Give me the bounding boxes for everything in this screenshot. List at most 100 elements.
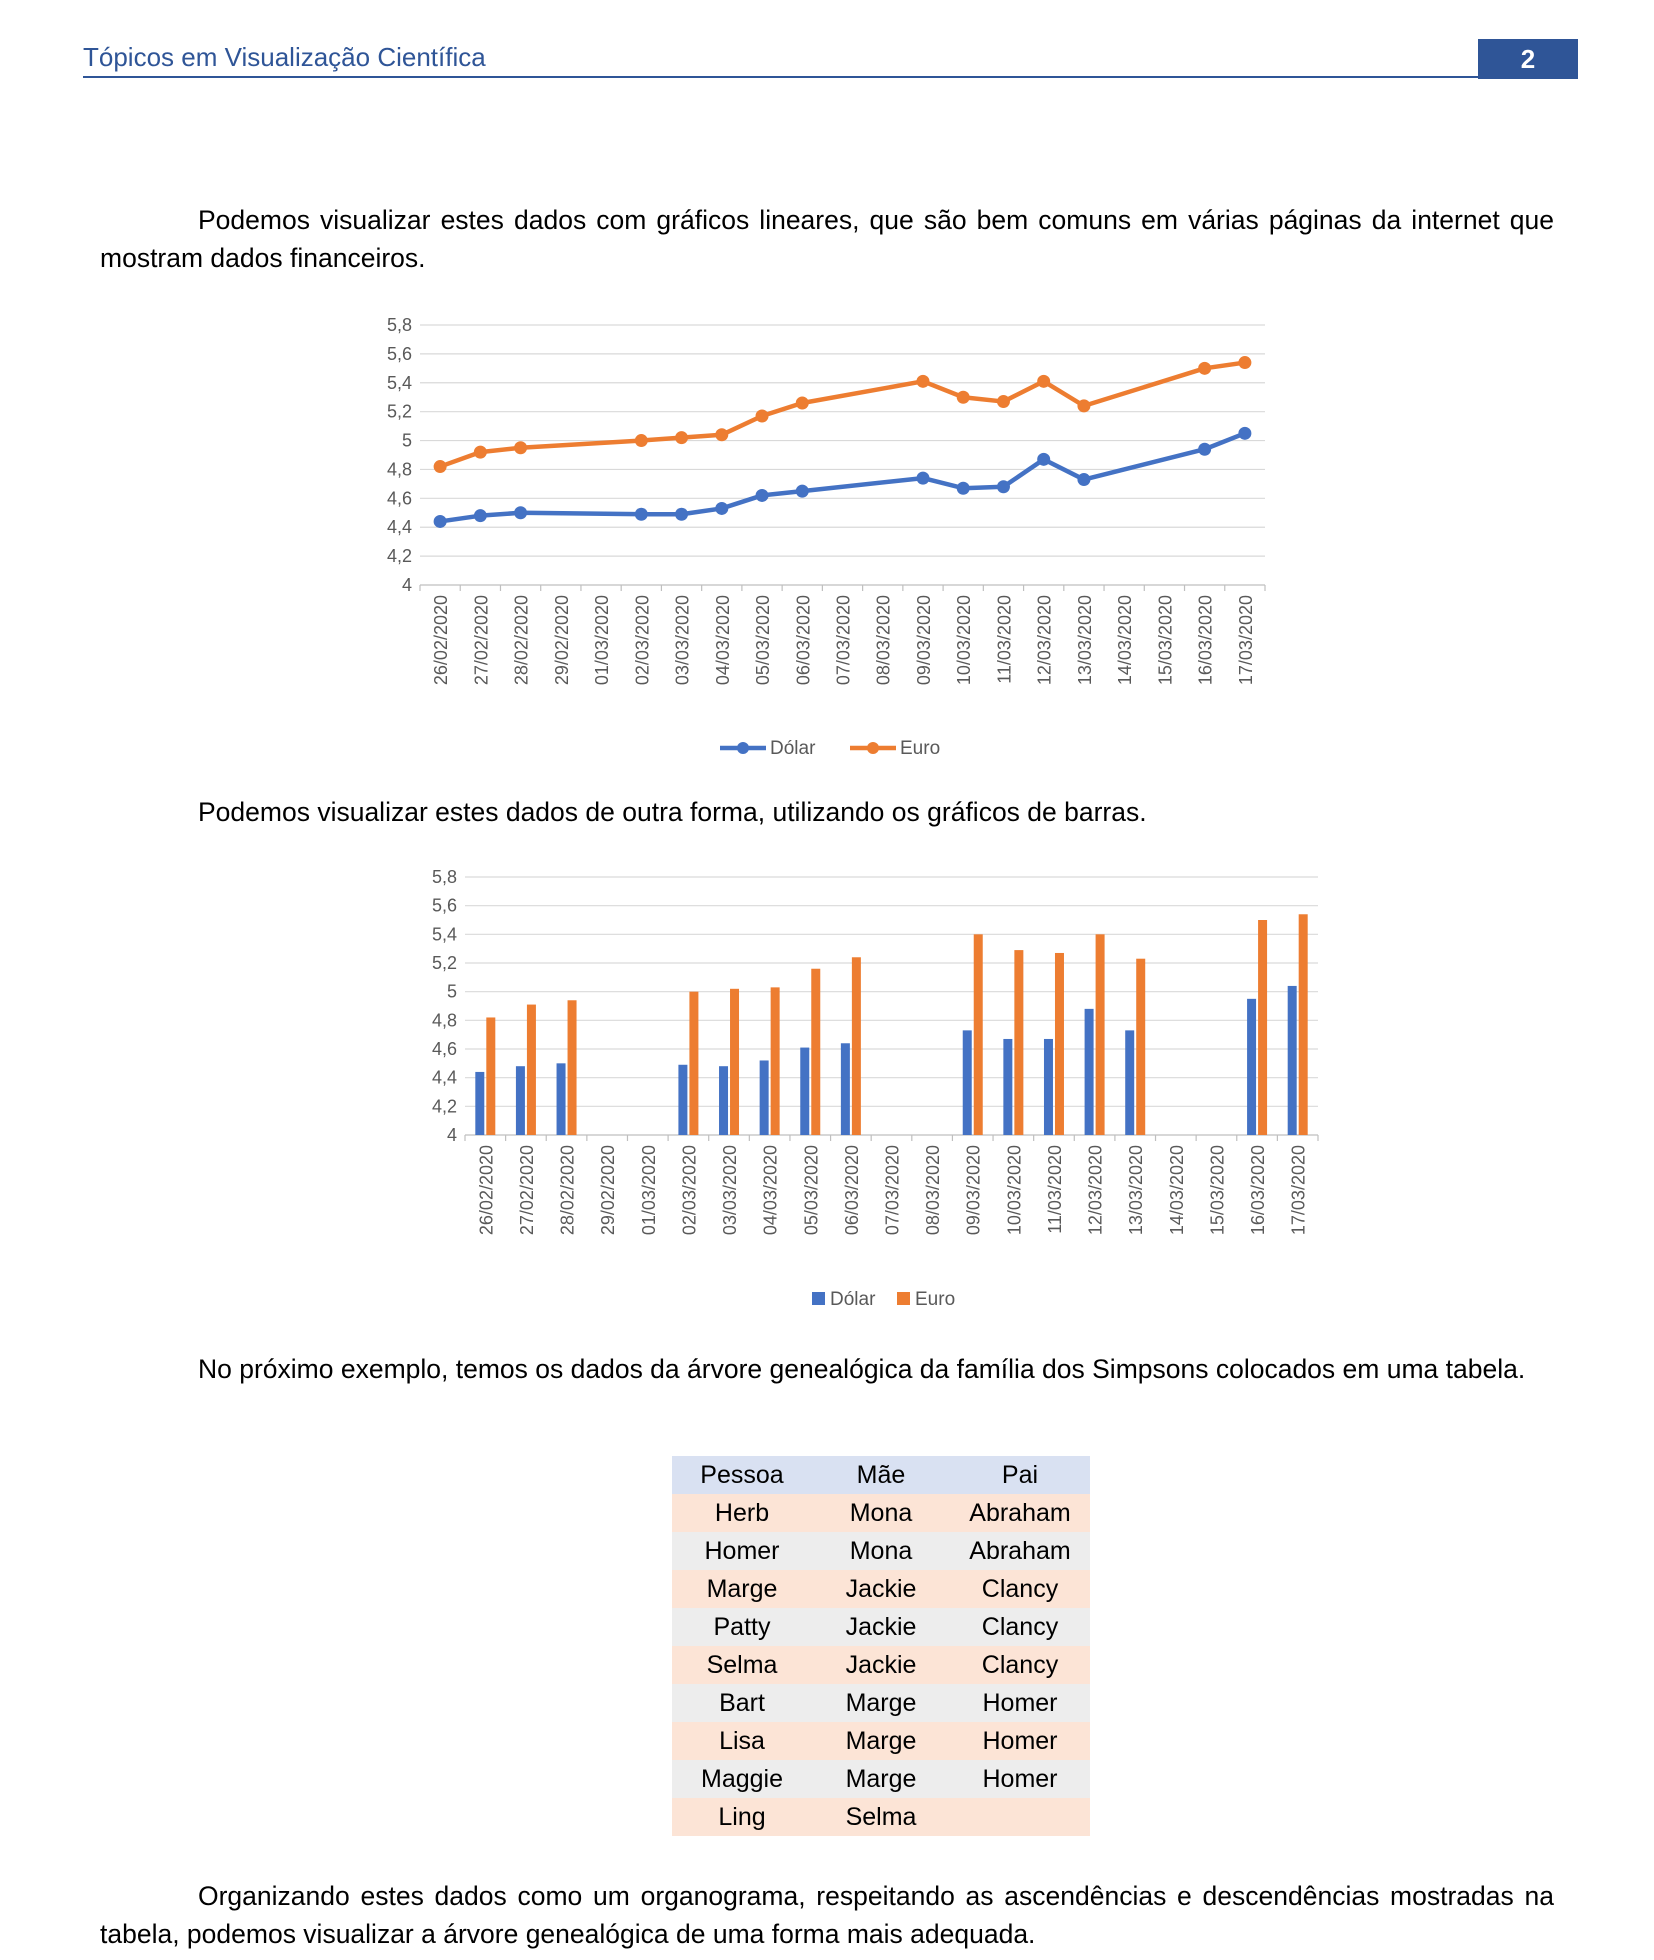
header-rule bbox=[83, 76, 1578, 78]
bar bbox=[973, 934, 983, 1135]
x-tick-label: 17/03/2020 bbox=[1289, 1145, 1309, 1235]
family-table-body: Herb Mona Abraham Homer Mona Abraham Marge Jack… bbox=[672, 1494, 1090, 1836]
y-tick-label: 4,2 bbox=[387, 546, 412, 566]
bar bbox=[475, 1071, 485, 1135]
cell-pessoa: Herb bbox=[672, 1494, 812, 1532]
x-tick-label: 13/03/2020 bbox=[1126, 1145, 1146, 1235]
y-tick-label: 4,8 bbox=[387, 459, 412, 479]
y-tick-label: 4,6 bbox=[432, 1039, 457, 1059]
table-row: Maggie Marge Homer bbox=[672, 1760, 1090, 1798]
y-tick-label: 5,8 bbox=[432, 867, 457, 887]
paragraph-4: Organizando estes dados como um organogr… bbox=[100, 1877, 1554, 1953]
bar bbox=[962, 1030, 972, 1135]
data-point bbox=[1077, 473, 1091, 487]
x-tick-label: 01/03/2020 bbox=[592, 595, 612, 685]
data-point bbox=[715, 428, 729, 442]
legend-label: Dólar bbox=[830, 1289, 876, 1310]
bar bbox=[759, 1060, 769, 1135]
y-tick-label: 4 bbox=[402, 575, 412, 595]
x-tick-label: 26/02/2020 bbox=[476, 1145, 496, 1235]
table-row: Patty Jackie Clancy bbox=[672, 1608, 1090, 1646]
bar bbox=[1003, 1038, 1013, 1135]
cell-mae: Marge bbox=[812, 1722, 950, 1760]
x-tick-label: 29/02/2020 bbox=[552, 595, 572, 685]
y-tick-label: 4,2 bbox=[432, 1096, 457, 1116]
x-tick-label: 10/03/2020 bbox=[1004, 1145, 1024, 1235]
bar bbox=[526, 1004, 536, 1135]
table-row: Selma Jackie Clancy bbox=[672, 1646, 1090, 1684]
cell-mae: Marge bbox=[812, 1684, 950, 1722]
y-tick-label: 4,4 bbox=[387, 517, 412, 537]
bar bbox=[800, 1047, 810, 1135]
data-point bbox=[1238, 356, 1252, 370]
x-tick-label: 06/03/2020 bbox=[842, 1145, 862, 1235]
legend-swatch bbox=[812, 1292, 825, 1305]
paragraph-3-text: No próximo exemplo, temos os dados da ár… bbox=[198, 1354, 1526, 1384]
x-tick-label: 11/03/2020 bbox=[994, 595, 1014, 684]
x-tick-label: 28/02/2020 bbox=[558, 1145, 578, 1235]
y-tick-label: 5,4 bbox=[387, 373, 412, 393]
header-title: Tópicos em Visualização Científica bbox=[83, 42, 486, 72]
cell-pessoa: Patty bbox=[672, 1608, 812, 1646]
table-header-pai: Pai bbox=[950, 1456, 1090, 1494]
data-point bbox=[634, 434, 648, 448]
x-tick-label: 02/03/2020 bbox=[632, 595, 652, 685]
paragraph-4-text: Organizando estes dados como um organogr… bbox=[100, 1881, 1554, 1949]
y-tick-label: 5,6 bbox=[432, 896, 457, 916]
x-tick-label: 09/03/2020 bbox=[914, 595, 934, 685]
line-chart: 4 4,2 4,4 4,6 4,8 5 5,2 5,4 5,6 5,8 26/02/2020 27/0… bbox=[387, 315, 1266, 759]
bar-chart: 4 4,2 4,4 4,6 4,8 5 5,2 5,4 5,6 5,8 26/02/2020 27/0… bbox=[432, 867, 1319, 1310]
x-tick-label: 08/03/2020 bbox=[923, 1145, 943, 1235]
bar bbox=[730, 988, 740, 1135]
x-tick-label: 06/03/2020 bbox=[793, 595, 813, 685]
legend-marker bbox=[737, 742, 749, 754]
x-tick-label: 15/03/2020 bbox=[1207, 1145, 1227, 1235]
table-header-pessoa: Pessoa bbox=[672, 1456, 812, 1494]
page-number: 2 bbox=[1478, 39, 1578, 79]
x-tick-label: 15/03/2020 bbox=[1155, 595, 1175, 685]
data-point bbox=[1198, 361, 1212, 375]
table-row: Herb Mona Abraham bbox=[672, 1494, 1090, 1532]
paragraph-3: No próximo exemplo, temos os dados da ár… bbox=[100, 1350, 1554, 1388]
legend-label: Dólar bbox=[770, 738, 816, 759]
y-tick-label: 5,8 bbox=[387, 315, 412, 335]
x-tick-label: 05/03/2020 bbox=[801, 1145, 821, 1235]
legend-swatch bbox=[897, 1292, 910, 1305]
table-row: Bart Marge Homer bbox=[672, 1684, 1090, 1722]
x-tick-label: 03/03/2020 bbox=[720, 1145, 740, 1235]
bar bbox=[1258, 920, 1268, 1135]
bar bbox=[719, 1066, 729, 1135]
data-point bbox=[1037, 374, 1051, 388]
x-tick-label: 03/03/2020 bbox=[673, 595, 693, 685]
bar bbox=[770, 987, 780, 1135]
data-point bbox=[473, 445, 487, 459]
bar bbox=[1014, 950, 1024, 1135]
y-tick-label: 5,2 bbox=[432, 953, 457, 973]
bar bbox=[1095, 934, 1105, 1135]
paragraph-1: Podemos visualizar estes dados com gráfi… bbox=[100, 201, 1554, 277]
x-tick-label: 28/02/2020 bbox=[512, 595, 532, 685]
data-point bbox=[996, 480, 1010, 494]
data-point bbox=[473, 509, 487, 523]
cell-mae: Mona bbox=[812, 1532, 950, 1570]
paragraph-1-text: Podemos visualizar estes dados com gráfi… bbox=[100, 205, 1554, 273]
x-tick-label: 04/03/2020 bbox=[713, 595, 733, 685]
bar bbox=[556, 1063, 566, 1135]
series-line-1 bbox=[439, 360, 1246, 469]
x-tick-label: 26/02/2020 bbox=[431, 595, 451, 685]
cell-mae: Marge bbox=[812, 1760, 950, 1798]
data-point bbox=[795, 396, 809, 410]
x-tick-label: 01/03/2020 bbox=[639, 1145, 659, 1235]
bar bbox=[515, 1066, 525, 1135]
x-tick-label: 07/03/2020 bbox=[883, 1145, 903, 1235]
data-point bbox=[675, 431, 689, 445]
x-tick-label: 02/03/2020 bbox=[679, 1145, 699, 1235]
data-point bbox=[755, 488, 769, 502]
data-point bbox=[634, 507, 648, 521]
table-header-mae: Mãe bbox=[812, 1456, 950, 1494]
y-tick-label: 4,6 bbox=[387, 488, 412, 508]
cell-mae: Selma bbox=[812, 1798, 950, 1836]
data-point bbox=[956, 481, 970, 495]
cell-pessoa: Maggie bbox=[672, 1760, 812, 1798]
x-tick-label: 05/03/2020 bbox=[753, 595, 773, 685]
